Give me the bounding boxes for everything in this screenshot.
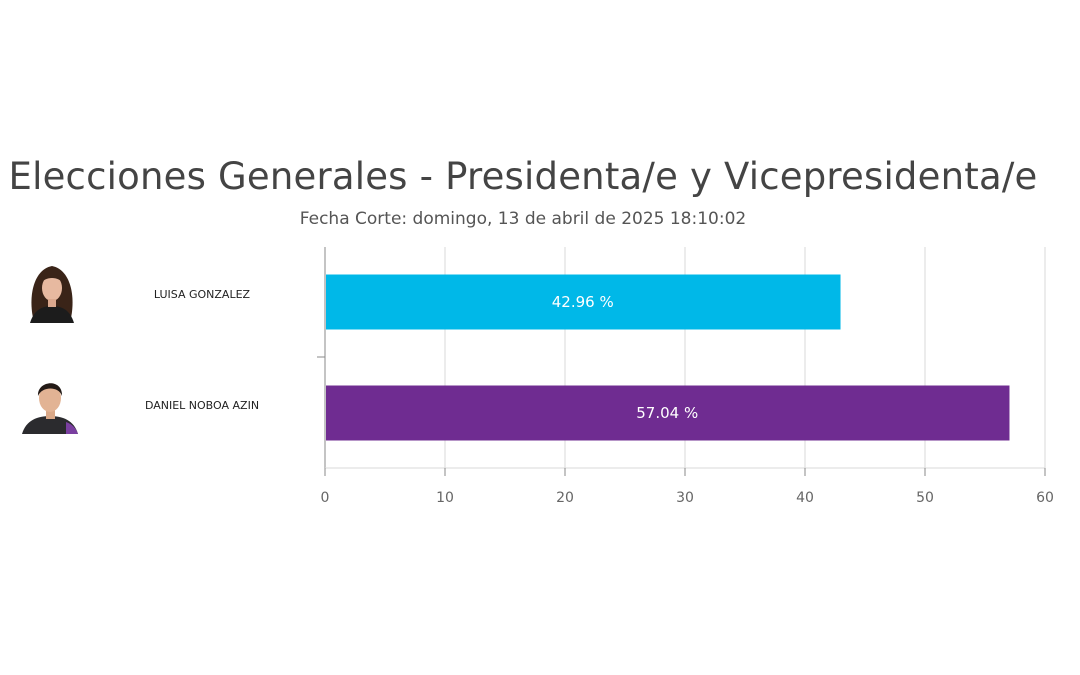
x-tick-label-20: 20: [556, 490, 574, 506]
candidate-name-1: DANIEL NOBOA AZIN: [145, 399, 259, 412]
bar-0: [326, 274, 841, 330]
x-tick-label-10: 10: [436, 490, 454, 506]
x-tick-label-40: 40: [796, 490, 814, 506]
bar-1: [326, 385, 1010, 441]
x-tick-label-30: 30: [676, 490, 694, 506]
chart-title: Elecciones Generales - Presidenta/e y Vi…: [8, 155, 1038, 198]
bar-data-label-1: 57.04 %: [636, 404, 698, 422]
candidate-name-0: LUISA GONZALEZ: [154, 288, 251, 301]
candidate-photo-0: [30, 266, 74, 323]
chart-subtitle: Fecha Corte: domingo, 13 de abril de 202…: [299, 209, 747, 229]
x-tick-label-0: 0: [321, 490, 330, 506]
candidate-photo-1: [22, 383, 78, 434]
x-tick-label-60: 60: [1036, 490, 1054, 506]
bar-data-label-0: 42.96 %: [552, 293, 614, 311]
x-tick-label-50: 50: [916, 490, 934, 506]
